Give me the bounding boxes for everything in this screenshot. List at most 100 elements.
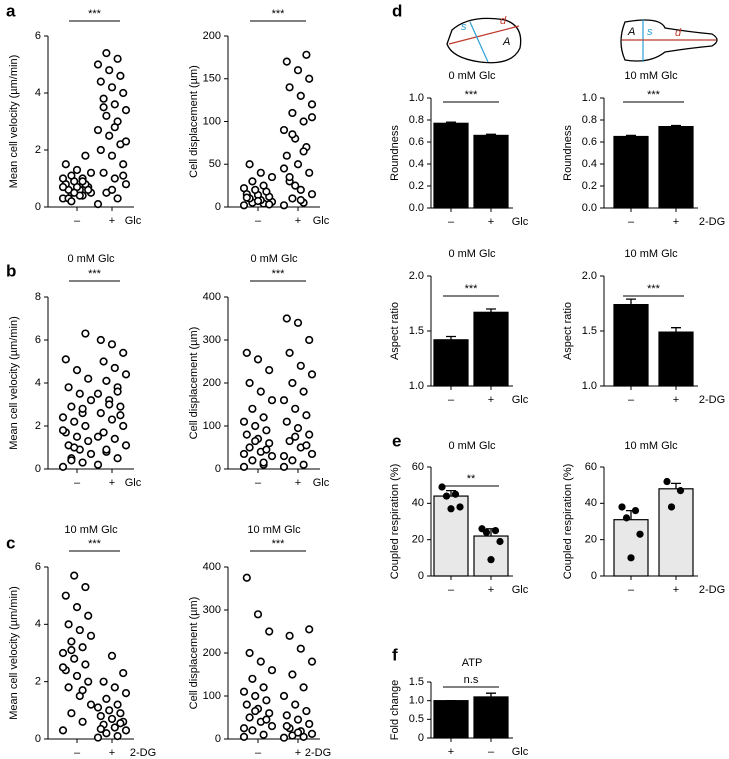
error-bar bbox=[486, 692, 496, 697]
chart-title: 10 mM Glc bbox=[247, 524, 301, 536]
significance-label: *** bbox=[88, 8, 102, 20]
data-point bbox=[282, 711, 291, 720]
data-point bbox=[262, 715, 271, 724]
data-point bbox=[267, 721, 277, 731]
data-point bbox=[622, 514, 631, 522]
data-point bbox=[67, 171, 76, 180]
data-point bbox=[239, 732, 249, 741]
data-point bbox=[121, 105, 131, 115]
y-tick-label: 400 bbox=[203, 291, 221, 303]
y-tick-label: 0 bbox=[591, 570, 597, 582]
y-tick-label: 2.0 bbox=[409, 270, 424, 282]
data-point bbox=[265, 439, 274, 448]
data-point bbox=[259, 730, 268, 739]
y-tick-label: 6 bbox=[35, 334, 41, 346]
axis-s bbox=[469, 21, 489, 63]
significance-label: *** bbox=[272, 538, 286, 550]
x-tick-label: – bbox=[74, 747, 81, 759]
significance-label: *** bbox=[88, 268, 102, 280]
data-point bbox=[84, 185, 93, 194]
data-point bbox=[110, 434, 119, 444]
data-point bbox=[99, 357, 108, 366]
y-axis-label: Mean cell velocity (µm/min) bbox=[8, 316, 20, 449]
data-point bbox=[288, 378, 297, 388]
data-point bbox=[282, 417, 291, 426]
data-point bbox=[113, 194, 122, 203]
data-point bbox=[285, 631, 294, 640]
data-point bbox=[84, 374, 93, 383]
y-tick-label: 60 bbox=[412, 461, 424, 473]
y-tick-label: 0.2 bbox=[582, 180, 597, 192]
panel-label: e bbox=[392, 431, 401, 450]
data-point bbox=[93, 60, 103, 69]
data-point bbox=[248, 674, 257, 683]
x-tick-label: + bbox=[488, 216, 494, 228]
data-point bbox=[96, 724, 105, 734]
data-point bbox=[251, 691, 260, 701]
error-bar bbox=[486, 308, 496, 313]
data-point bbox=[482, 528, 491, 537]
data-point bbox=[251, 436, 260, 446]
x-axis-label: 2-DG bbox=[699, 584, 725, 596]
data-point bbox=[64, 383, 73, 392]
y-tick-label: 0.0 bbox=[409, 202, 424, 214]
data-point bbox=[251, 706, 260, 716]
data-point bbox=[248, 177, 257, 186]
data-point bbox=[93, 389, 103, 398]
significance-label: *** bbox=[272, 8, 286, 20]
x-tick-label: + bbox=[109, 215, 115, 227]
data-point bbox=[267, 172, 277, 182]
data-point bbox=[72, 603, 82, 612]
data-point bbox=[93, 432, 103, 441]
data-point bbox=[105, 66, 114, 75]
data-point bbox=[262, 426, 271, 435]
data-point bbox=[58, 182, 68, 192]
y-tick-label: 300 bbox=[203, 334, 221, 346]
data-point bbox=[296, 91, 305, 100]
data-point bbox=[307, 190, 317, 199]
data-point bbox=[305, 335, 314, 345]
data-point bbox=[110, 174, 119, 183]
y-tick-label: 4 bbox=[35, 377, 41, 389]
data-point bbox=[299, 460, 308, 469]
data-point bbox=[282, 721, 291, 731]
data-point bbox=[93, 125, 103, 135]
data-point bbox=[279, 691, 289, 701]
data-point bbox=[119, 348, 128, 358]
y-tick-label: 0.8 bbox=[582, 114, 597, 126]
data-point bbox=[293, 66, 303, 75]
y-tick-label: 0.4 bbox=[409, 158, 424, 170]
y-tick-label: 1.0 bbox=[582, 92, 597, 104]
data-point bbox=[307, 370, 317, 379]
y-tick-label: 100 bbox=[203, 420, 221, 432]
data-point bbox=[105, 400, 114, 409]
chart-title: 0 mM Glc bbox=[448, 440, 496, 452]
data-point bbox=[86, 396, 96, 405]
data-point bbox=[67, 197, 76, 206]
data-point bbox=[239, 201, 249, 210]
data-point bbox=[288, 194, 297, 203]
data-point bbox=[61, 591, 70, 600]
significance-label: ** bbox=[467, 473, 476, 485]
data-point bbox=[86, 168, 96, 177]
y-tick-label: 0.0 bbox=[582, 202, 597, 214]
chart-title: 0 mM Glc bbox=[448, 248, 496, 260]
x-tick-label: + bbox=[488, 394, 494, 406]
data-point bbox=[81, 151, 90, 160]
data-point bbox=[102, 445, 111, 454]
x-tick-label: – bbox=[74, 477, 81, 489]
x-axis-label: Glc bbox=[512, 746, 529, 758]
y-tick-label: 300 bbox=[203, 604, 221, 616]
data-point bbox=[113, 732, 122, 741]
data-point bbox=[72, 671, 82, 681]
x-tick-label: + bbox=[673, 216, 679, 228]
data-point bbox=[299, 117, 308, 126]
data-point bbox=[242, 193, 251, 202]
label-a: A bbox=[502, 36, 510, 48]
data-point bbox=[72, 432, 82, 441]
y-axis-label: Cell displacement (µm) bbox=[188, 327, 200, 440]
y-axis-label: Fold change bbox=[389, 680, 401, 741]
y-tick-label: 1.5 bbox=[409, 325, 424, 337]
data-point bbox=[58, 462, 68, 471]
data-point bbox=[75, 389, 84, 398]
